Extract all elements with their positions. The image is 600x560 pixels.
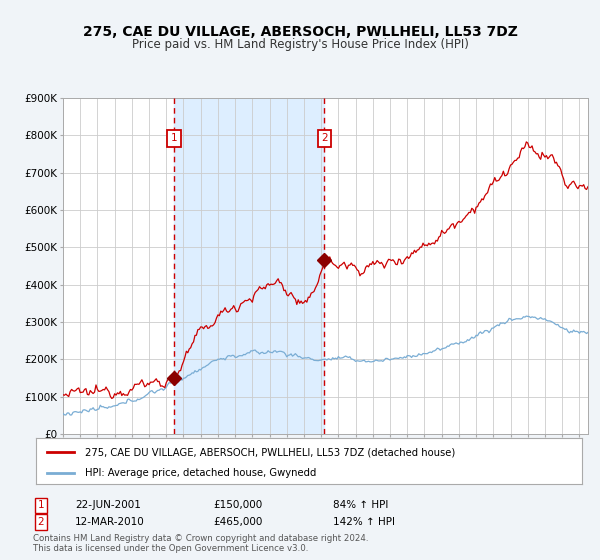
Bar bbox=[175, 98, 325, 434]
Text: 2: 2 bbox=[321, 133, 328, 143]
Text: Contains HM Land Registry data © Crown copyright and database right 2024.
This d: Contains HM Land Registry data © Crown c… bbox=[33, 534, 368, 553]
Text: £465,000: £465,000 bbox=[213, 517, 262, 527]
Text: Price paid vs. HM Land Registry's House Price Index (HPI): Price paid vs. HM Land Registry's House … bbox=[131, 38, 469, 51]
Text: HPI: Average price, detached house, Gwynedd: HPI: Average price, detached house, Gwyn… bbox=[85, 468, 317, 478]
Text: 275, CAE DU VILLAGE, ABERSOCH, PWLLHELI, LL53 7DZ (detached house): 275, CAE DU VILLAGE, ABERSOCH, PWLLHELI,… bbox=[85, 447, 455, 458]
Text: 1: 1 bbox=[171, 133, 178, 143]
Text: 142% ↑ HPI: 142% ↑ HPI bbox=[333, 517, 395, 527]
Text: 84% ↑ HPI: 84% ↑ HPI bbox=[333, 500, 388, 510]
Text: £150,000: £150,000 bbox=[213, 500, 262, 510]
Text: 275, CAE DU VILLAGE, ABERSOCH, PWLLHELI, LL53 7DZ: 275, CAE DU VILLAGE, ABERSOCH, PWLLHELI,… bbox=[83, 25, 517, 39]
Text: 22-JUN-2001: 22-JUN-2001 bbox=[75, 500, 141, 510]
Text: 1: 1 bbox=[37, 500, 44, 510]
Text: 12-MAR-2010: 12-MAR-2010 bbox=[75, 517, 145, 527]
Text: 2: 2 bbox=[37, 517, 44, 527]
